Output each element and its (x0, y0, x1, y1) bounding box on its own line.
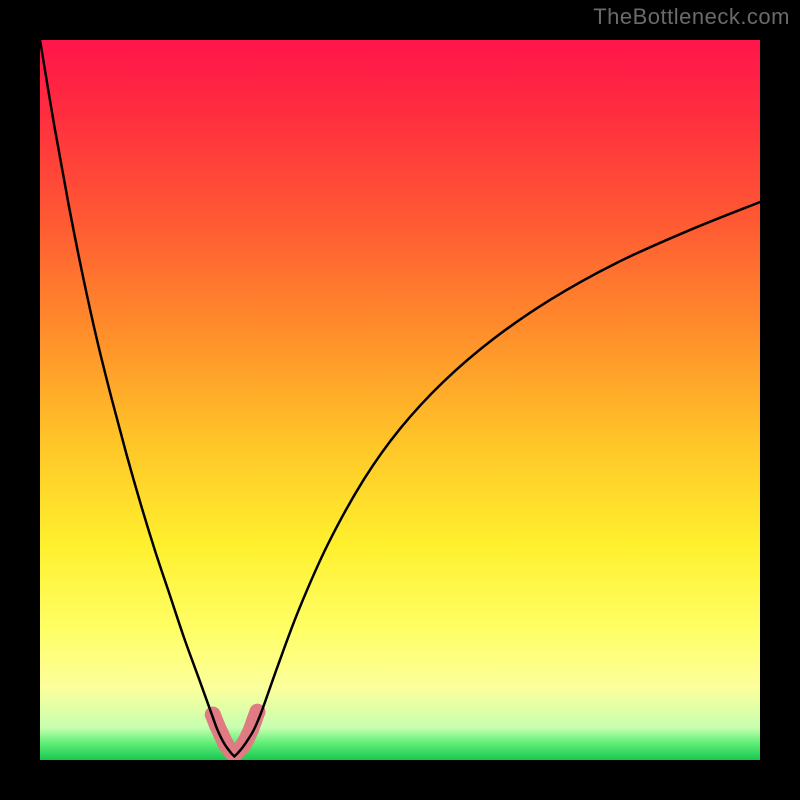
chart-container: TheBottleneck.com (0, 0, 800, 800)
watermark-text: TheBottleneck.com (593, 4, 790, 30)
bottleneck-chart (0, 0, 800, 800)
